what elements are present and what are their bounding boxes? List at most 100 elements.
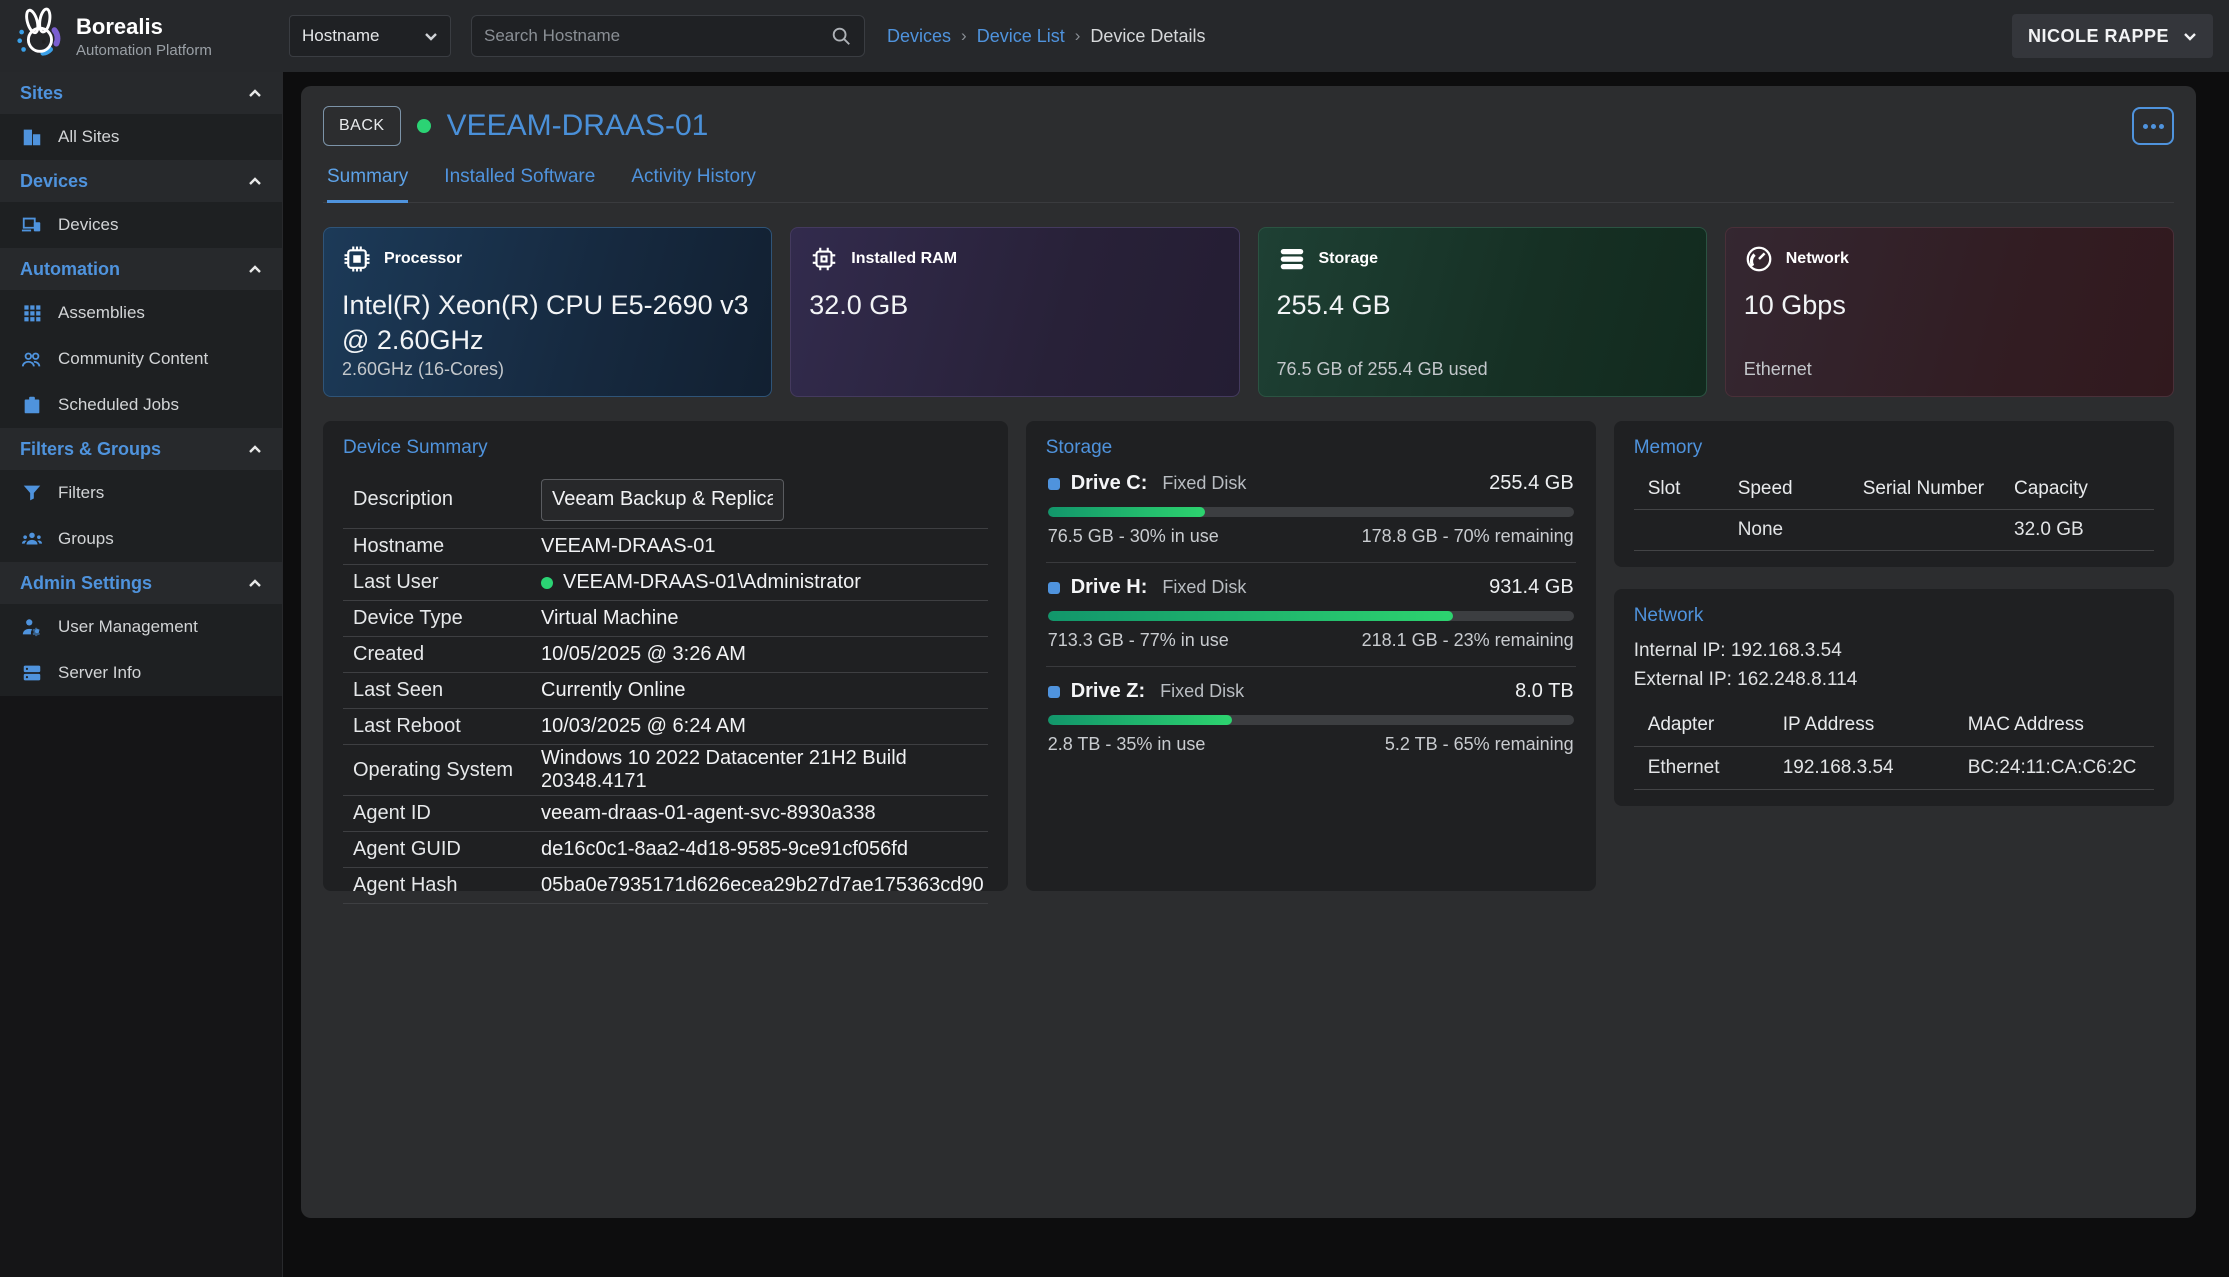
sidebar-item-scheduled-jobs[interactable]: Scheduled Jobs (0, 382, 282, 428)
sidebar-item-label: User Management (58, 617, 198, 636)
drive-usage-fill (1047, 507, 1206, 517)
sidebar-item-server-info[interactable]: Server Info (0, 650, 282, 696)
chevron-up-icon (249, 264, 261, 273)
memory-panel: Memory Slot Speed Serial Number Capacity… (1613, 421, 2174, 567)
tab-summary[interactable]: Summary (327, 166, 409, 203)
row-label: Description (353, 488, 454, 510)
sidebar-nav: Sites All Sites Devices (0, 72, 282, 696)
row-value: 10/05/2025 @ 3:26 AM (541, 643, 746, 665)
row-label: Operating System (353, 758, 514, 781)
row-label: Hostname (353, 535, 445, 557)
summary-row-last-user: Last User VEEAM-DRAAS-01\Administrator (343, 565, 988, 601)
summary-row-agent-hash: Agent Hash 05ba0e7935171d626ecea29b27d7a… (343, 868, 988, 904)
storage-card: Storage 255.4 GB 76.5 GB of 255.4 GB use… (1257, 227, 1707, 397)
chevron-down-icon (2184, 32, 2196, 41)
processor-footer: 2.60GHz (16-Cores) (342, 359, 505, 379)
row-label: Last Seen (353, 679, 444, 701)
drive-usage-fill (1047, 715, 1232, 725)
drive-remaining-text: 5.2 TB - 65% remaining (1384, 734, 1574, 754)
search-box[interactable] (471, 15, 865, 57)
sidebar-section-sites[interactable]: Sites (0, 72, 282, 114)
sidebar-item-community-content[interactable]: Community Content (0, 336, 282, 382)
sidebar-item-groups[interactable]: Groups (0, 516, 282, 562)
memory-panel-title: Memory (1633, 437, 1703, 458)
summary-row-agent-id: Agent ID veeam-draas-01-agent-svc-8930a3… (343, 796, 988, 832)
device-summary-title: Device Summary (343, 437, 488, 458)
back-button[interactable]: BACK (323, 106, 401, 146)
tab-installed-software[interactable]: Installed Software (444, 166, 596, 187)
sidebar-section-devices[interactable]: Devices (0, 160, 282, 202)
adapter-mac: BC:24:11:CA:C6:2C (1967, 757, 2137, 778)
chevron-up-icon (249, 444, 261, 453)
user-menu-button[interactable]: NICOLE RAPPE (2011, 14, 2213, 58)
sidebar-item-assemblies[interactable]: Assemblies (0, 290, 282, 336)
drive-size: 255.4 GB (1489, 472, 1574, 494)
installed-ram-card: Installed RAM 32.0 GB (790, 227, 1240, 397)
sidebar-section-automation[interactable]: Automation (0, 248, 282, 290)
summary-row-agent-guid: Agent GUID de16c0c1-8aa2-4d18-9585-9ce91… (343, 832, 988, 868)
row-value: VEEAM-DRAAS-01\Administrator (563, 571, 861, 593)
user-name: NICOLE RAPPE (2027, 25, 2169, 46)
sidebar-item-devices[interactable]: Devices (0, 202, 282, 248)
row-label: Created (353, 643, 425, 665)
scheduled-jobs-icon (21, 394, 43, 416)
processor-value: Intel(R) Xeon(R) CPU E5-2690 v3 @ 2.60GH… (342, 290, 749, 355)
sidebar-item-label: Groups (58, 529, 114, 548)
row-label: Agent ID (353, 802, 431, 824)
sidebar-item-all-sites[interactable]: All Sites (0, 114, 282, 160)
summary-row-device-type: Device Type Virtual Machine (343, 601, 988, 637)
storage-panel-title: Storage (1045, 437, 1113, 458)
stat-card-label: Storage (1318, 250, 1379, 267)
breadcrumb-device-list[interactable]: Device List (976, 25, 1065, 46)
building-icon (21, 126, 43, 148)
drive-remaining-text: 218.1 GB - 23% remaining (1361, 630, 1574, 650)
row-value: Currently Online (541, 679, 686, 701)
summary-row-created: Created 10/05/2025 @ 3:26 AM (343, 637, 988, 673)
sidebar-item-user-management[interactable]: User Management (0, 604, 282, 650)
drive-type: Fixed Disk (1160, 681, 1245, 701)
sidebar-item-label: Scheduled Jobs (58, 395, 179, 414)
drive-used-text: 2.8 TB - 35% in use (1047, 734, 1206, 754)
drive-usage-bar (1047, 507, 1574, 517)
device-details-panel: BACK VEEAM-DRAAS-01 Summary Installed So… (301, 86, 2196, 1218)
online-status-dot (416, 119, 431, 133)
summary-row-operating-system: Operating System Windows 10 2022 Datacen… (343, 745, 988, 796)
drive-bullet-icon (1047, 477, 1060, 490)
storage-stack-icon (1277, 244, 1307, 274)
sidebar-item-filters[interactable]: Filters (0, 470, 282, 516)
storage-panel: Storage Drive C: Fixed Disk 255.4 GB (1025, 421, 1596, 891)
description-input[interactable] (541, 478, 784, 521)
sidebar-section-filters-groups[interactable]: Filters & Groups (0, 428, 282, 470)
memory-table-header: Slot Speed Serial Number Capacity (1634, 469, 2154, 509)
content-area: BACK VEEAM-DRAAS-01 Summary Installed So… (283, 72, 2229, 1277)
drive-bullet-icon (1047, 685, 1060, 698)
search-input[interactable] (484, 26, 830, 46)
more-actions-button[interactable] (2132, 107, 2174, 145)
tab-activity-history[interactable]: Activity History (631, 166, 756, 187)
summary-row-hostname: Hostname VEEAM-DRAAS-01 (343, 529, 988, 565)
row-label: Agent Hash (353, 874, 458, 896)
row-value: VEEAM-DRAAS-01 (541, 535, 716, 557)
row-value: Windows 10 2022 Datacenter 21H2 Build 20… (541, 747, 907, 792)
sidebar-section-admin-settings[interactable]: Admin Settings (0, 562, 282, 604)
section-label: Filters & Groups (20, 438, 162, 459)
row-label: Last Reboot (353, 715, 461, 737)
stat-card-label: Network (1785, 250, 1849, 267)
drive-size: 8.0 TB (1515, 680, 1574, 702)
chevron-up-icon (249, 88, 261, 97)
row-value: Virtual Machine (541, 607, 679, 629)
search-field-select[interactable]: Hostname (289, 15, 451, 57)
column-header: Adapter (1647, 714, 1715, 735)
sidebar-item-label: All Sites (58, 127, 120, 146)
memory-speed: None (1737, 519, 1784, 540)
network-panel-title: Network (1633, 605, 1704, 626)
summary-row-description: Description (343, 471, 988, 529)
section-label: Devices (20, 170, 89, 191)
memory-capacity: 32.0 GB (2014, 519, 2084, 540)
section-label: Admin Settings (20, 572, 153, 593)
breadcrumb-devices[interactable]: Devices (887, 25, 952, 46)
device-summary-panel: Device Summary Description Hostname VEEA… (323, 421, 1008, 904)
adapter-name: Ethernet (1647, 757, 1720, 778)
breadcrumb-separator: › (1074, 26, 1081, 45)
drive-size: 931.4 GB (1489, 576, 1574, 598)
